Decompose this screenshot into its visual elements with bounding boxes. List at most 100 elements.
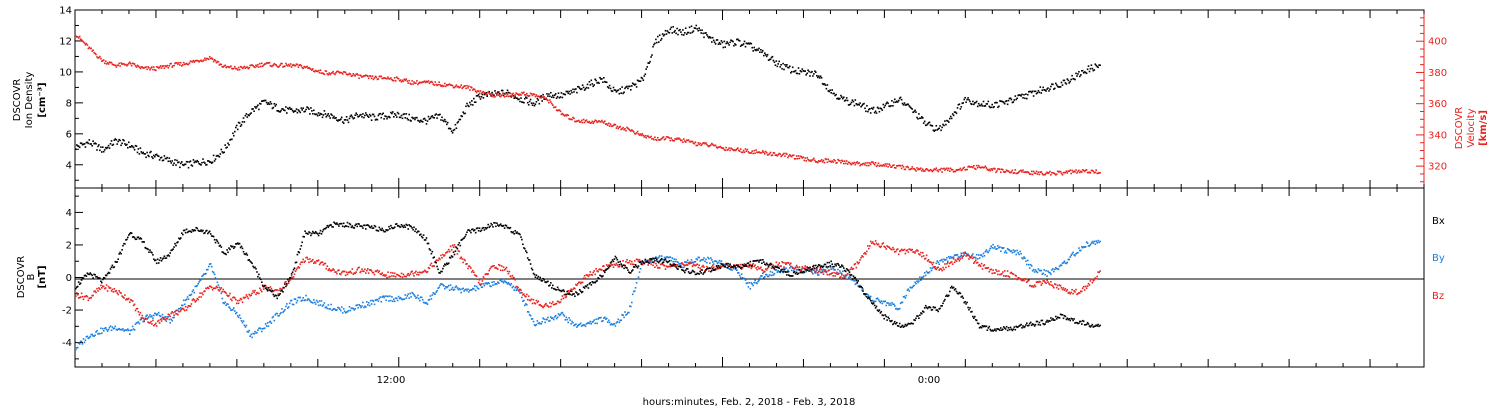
bx-point — [342, 226, 344, 228]
bz-point — [1058, 288, 1060, 290]
bz-point — [740, 264, 742, 266]
bz-point — [124, 294, 126, 296]
velocity-point — [269, 62, 271, 64]
density-point — [378, 115, 380, 117]
density-point — [396, 116, 398, 118]
velocity-point — [826, 159, 828, 161]
bz-point — [691, 262, 693, 264]
by-point — [289, 303, 291, 305]
density-point — [675, 33, 677, 35]
by-point — [219, 287, 221, 289]
density-point — [689, 27, 691, 29]
by-point — [918, 280, 920, 282]
bz-point — [940, 268, 942, 270]
density-point — [627, 88, 629, 90]
by-point — [273, 316, 275, 318]
velocity-point — [279, 64, 281, 66]
by-point — [929, 271, 931, 273]
density-point — [901, 99, 903, 101]
density-point — [255, 107, 257, 109]
by-point — [367, 304, 369, 306]
bx-point — [414, 231, 416, 233]
bz-point — [221, 287, 223, 289]
by-point — [999, 246, 1001, 248]
by-point — [609, 322, 611, 324]
bz-point — [531, 298, 533, 300]
bz-point — [447, 251, 449, 253]
by-point — [77, 347, 79, 349]
bz-point — [699, 268, 701, 270]
by-point — [381, 301, 383, 303]
density-point — [550, 92, 552, 94]
bz-point — [81, 293, 83, 295]
velocity-point — [173, 65, 175, 67]
velocity-point — [972, 167, 974, 169]
density-point — [537, 98, 539, 100]
velocity-point — [788, 155, 790, 157]
velocity-point — [705, 142, 707, 144]
by-point — [718, 262, 720, 264]
by-point — [99, 333, 101, 335]
density-point — [430, 118, 432, 120]
density-point — [949, 118, 951, 120]
by-point — [328, 304, 330, 306]
velocity-point — [729, 150, 731, 152]
bz-point — [964, 252, 966, 254]
bz-point — [406, 276, 408, 278]
density-point — [809, 75, 811, 77]
velocity-point — [573, 118, 575, 120]
density-point — [381, 117, 383, 119]
density-point — [439, 114, 441, 116]
bx-point — [96, 276, 98, 278]
velocity-point — [671, 137, 673, 139]
by-point — [283, 310, 285, 312]
density-point — [1089, 71, 1091, 73]
by-point — [1087, 242, 1089, 244]
by-point — [589, 323, 591, 325]
velocity-point — [428, 80, 430, 82]
density-point — [973, 104, 975, 106]
velocity-point — [642, 133, 644, 135]
velocity-point — [744, 152, 746, 154]
bz-point — [175, 310, 177, 312]
density-point — [164, 155, 166, 157]
by-point — [766, 274, 768, 276]
bz-point — [973, 262, 975, 264]
bx-point — [459, 242, 461, 244]
density-point — [773, 60, 775, 62]
density-point — [688, 32, 690, 34]
by-point — [850, 276, 852, 278]
velocity-point — [134, 63, 136, 65]
bz-point — [367, 268, 369, 270]
density-point — [104, 149, 106, 151]
bz-point — [556, 303, 558, 305]
velocity-point — [205, 59, 207, 61]
bz-point — [980, 265, 982, 267]
by-point — [530, 315, 532, 317]
velocity-point — [390, 77, 392, 79]
density-point — [414, 119, 416, 121]
by-point — [777, 271, 779, 273]
velocity-point — [991, 169, 993, 171]
bz-point — [858, 262, 860, 264]
density-point — [140, 147, 142, 149]
velocity-point — [354, 75, 356, 77]
density-point — [206, 164, 208, 166]
density-point — [167, 157, 169, 159]
bz-point — [832, 275, 834, 277]
density-point — [250, 112, 252, 114]
bz-point — [513, 277, 515, 279]
density-point — [173, 163, 175, 165]
bx-point — [136, 238, 138, 240]
density-point — [324, 110, 326, 112]
bz-point — [129, 301, 131, 303]
by-point — [640, 268, 642, 270]
by-point — [435, 291, 437, 293]
by-point — [658, 257, 660, 259]
by-point — [396, 298, 398, 300]
bx-point — [283, 287, 285, 289]
by-point — [350, 310, 352, 312]
bz-point — [780, 265, 782, 267]
by-point — [188, 298, 190, 300]
density-point — [1021, 94, 1023, 96]
